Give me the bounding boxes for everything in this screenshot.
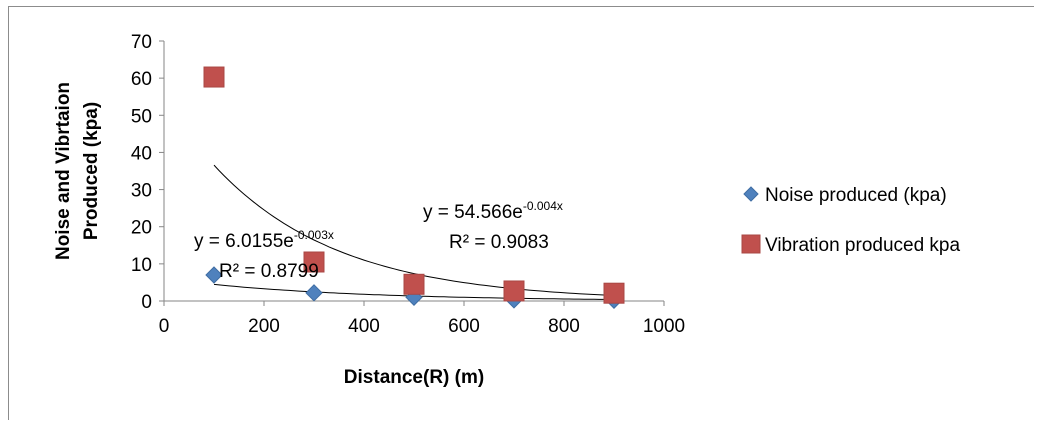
y-tick-label: 0 <box>141 292 152 313</box>
data-markers <box>203 66 625 309</box>
legend-label: Vibration produced kpa <box>765 235 960 256</box>
trendline-equation: y = 54.566e-0.004x <box>423 199 563 223</box>
x-tick-label: 600 <box>448 316 480 337</box>
legend-label: Noise produced (kpa) <box>765 185 947 206</box>
r-squared-label: R² = 0.8799 <box>219 261 319 282</box>
annotations: y = 6.0155e-0.003x R² = 0.8799 y = 54.566e… <box>194 199 563 282</box>
y-axis-title: Noise and Vibrtaion Produced (kpa) <box>53 82 102 260</box>
chart-area: 0 10 20 30 40 50 60 70 0 200 400 600 800 1000 y = 6.… <box>8 6 1034 420</box>
vibration-data-point <box>503 280 525 302</box>
vibration-data-point <box>203 66 225 88</box>
x-tick-label: 200 <box>248 316 280 337</box>
trendline <box>213 164 615 296</box>
noise-data-point <box>305 284 323 302</box>
scatter-chart: 0 10 20 30 40 50 60 70 0 200 400 600 800 1000 y = 6.… <box>53 32 960 388</box>
y-tick-label: 70 <box>131 32 152 53</box>
vibration-data-point <box>303 251 325 273</box>
y-tick-label: 20 <box>131 218 152 239</box>
vibration-data-point <box>403 273 425 295</box>
vibration-data-point <box>603 282 625 304</box>
legend-diamond-marker <box>743 186 759 202</box>
y-axis-title-line: Noise and Vibrtaion <box>53 82 74 260</box>
y-tick-label: 10 <box>131 255 152 276</box>
x-tick-label: 400 <box>348 316 380 337</box>
noise-data-point <box>205 266 223 284</box>
trendline-equation: y = 6.0155e-0.003x <box>194 228 334 252</box>
y-tick-label: 50 <box>131 106 152 127</box>
y-axis-ticks: 0 10 20 30 40 50 60 70 <box>131 32 164 313</box>
legend: Noise produced (kpa) Vibration produced k… <box>741 185 960 256</box>
y-tick-label: 40 <box>131 143 152 164</box>
r-squared-label: R² = 0.9083 <box>449 232 549 253</box>
legend-square-marker <box>741 234 761 254</box>
x-tick-label: 1000 <box>643 316 685 337</box>
x-tick-label: 800 <box>548 316 580 337</box>
y-tick-label: 30 <box>131 181 152 202</box>
x-axis-title: Distance(R) (m) <box>344 367 484 388</box>
x-axis-ticks: 0 200 400 600 800 1000 <box>159 301 685 337</box>
y-axis-title-line: Produced (kpa) <box>81 102 102 240</box>
x-tick-label: 0 <box>159 316 170 337</box>
y-tick-label: 60 <box>131 69 152 90</box>
